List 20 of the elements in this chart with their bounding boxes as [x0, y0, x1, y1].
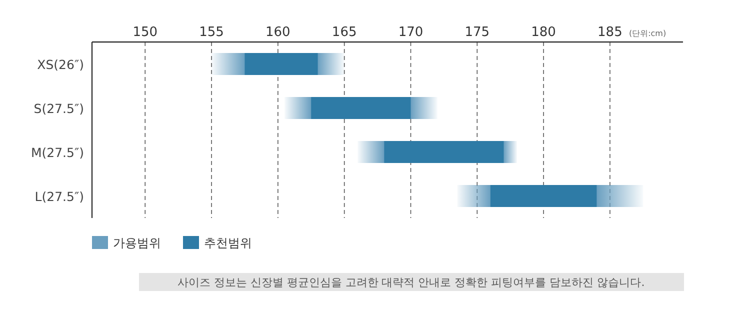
y-tick-label: M(27.5″)	[30, 145, 84, 160]
x-tick-label: 185	[598, 25, 622, 40]
x-tick-label: 160	[266, 25, 290, 40]
bar	[244, 53, 318, 75]
x-tick-label: 150	[132, 25, 158, 40]
text: (단위:cm)	[628, 29, 666, 38]
x-tick-label: 170	[398, 25, 424, 40]
bar	[384, 141, 504, 163]
x-tick-label: 155	[199, 25, 224, 40]
bar	[311, 97, 411, 119]
x-tick-label: 165	[332, 25, 357, 40]
legend-label: 추천범위	[204, 236, 252, 250]
x-tick-label: 180	[531, 25, 556, 40]
y-tick-label: S(27.5″)	[34, 101, 84, 116]
bar	[490, 185, 597, 207]
text: 사이즈 정보는 신장별 평균인심을 고려한 대략적 안내로 정확한 피팅여부를 담보하진 않습니다.	[177, 276, 645, 289]
legend-label: 가용범위	[113, 236, 161, 250]
y-tick-label: XS(26″)	[37, 57, 84, 72]
x-tick-label: 175	[464, 25, 490, 40]
y-tick-label: L(27.5″)	[34, 189, 84, 204]
